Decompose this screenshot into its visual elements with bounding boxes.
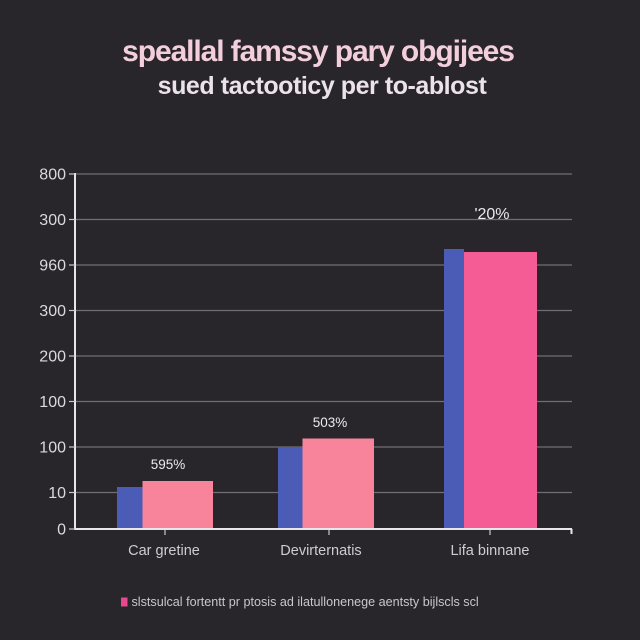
svg-text:200: 200: [39, 349, 66, 366]
svg-text:Devirternatis: Devirternatis: [280, 543, 361, 559]
svg-text:595%: 595%: [151, 457, 186, 472]
svg-text:100: 100: [39, 394, 66, 411]
svg-text:slstsulcal fortentt pr ptosis: slstsulcal fortentt pr ptosis ad ilatull…: [132, 595, 479, 609]
svg-text:0: 0: [57, 522, 66, 539]
svg-text:503%: 503%: [313, 415, 348, 430]
svg-text:300: 300: [39, 303, 66, 320]
svg-text:sued tactooticy per to-ablost: sued tactooticy per to-ablost: [158, 72, 488, 100]
svg-text:300: 300: [39, 212, 66, 229]
svg-text:960: 960: [39, 258, 66, 275]
svg-text:speallal famssy pary obgijees: speallal famssy pary obgijees: [122, 35, 514, 68]
svg-text:Lifa binnane: Lifa binnane: [450, 543, 529, 559]
svg-text:'20%: '20%: [474, 206, 509, 223]
svg-text:Car gretine: Car gretine: [128, 543, 200, 559]
svg-text:100: 100: [39, 440, 66, 457]
svg-text:800: 800: [39, 167, 66, 184]
svg-text:10: 10: [48, 485, 66, 502]
